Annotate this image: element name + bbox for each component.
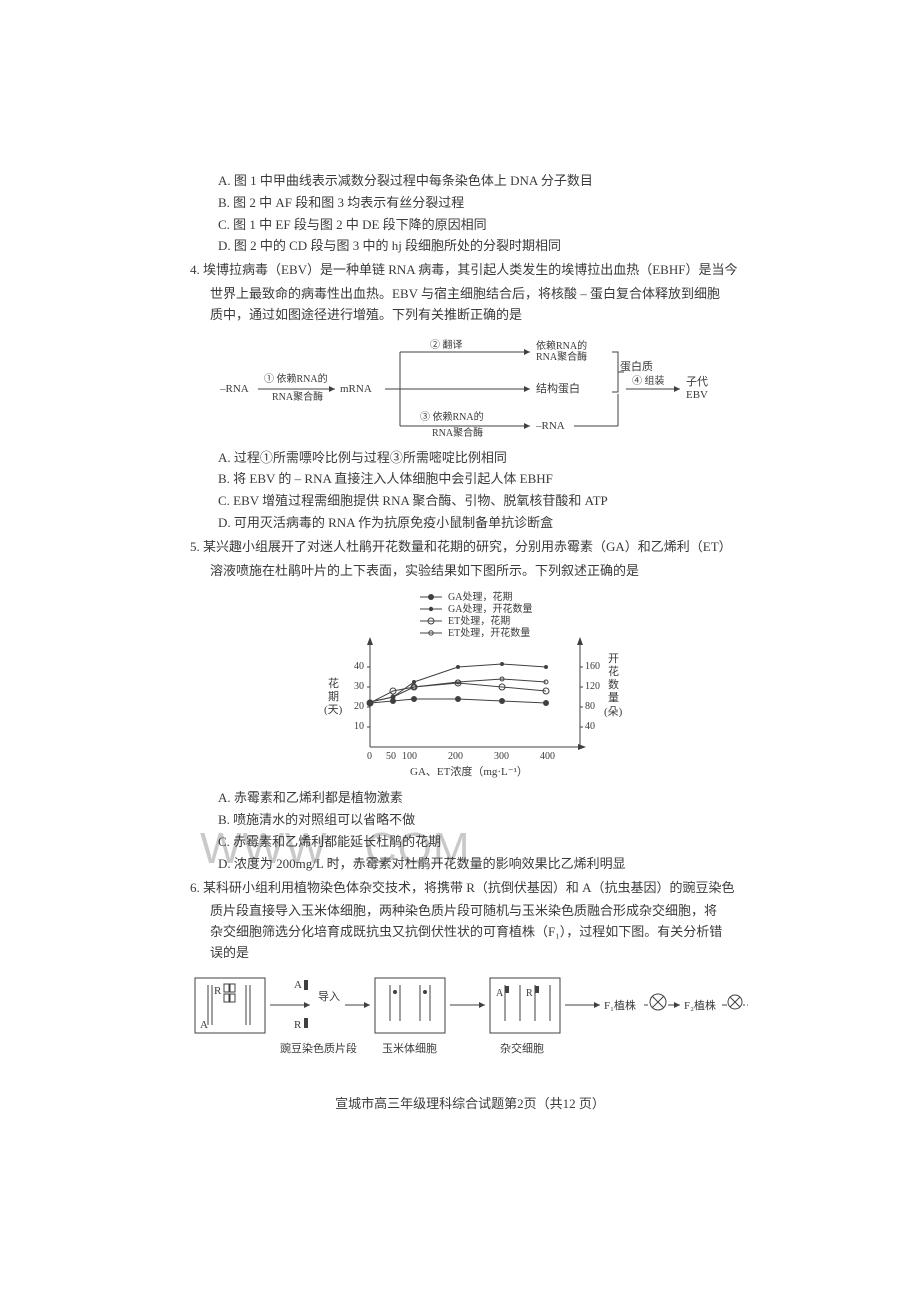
svg-text:③ 依赖RNA的: ③ 依赖RNA的 <box>420 410 484 423</box>
q4-option-d: D. 可用灭活病毒的 RNA 作为抗原免疫小鼠制备单抗诊断盒 <box>218 513 750 534</box>
q5-stem-1: 5. 某兴趣小组展开了对迷人杜鹃开花数量和花期的研究，分别用赤霉素（GA）和乙烯… <box>190 537 750 558</box>
q4-option-c: C. EBV 增殖过程需细胞提供 RNA 聚合酶、引物、脱氧核苷酸和 ATP <box>218 491 750 512</box>
svg-text:40: 40 <box>354 661 364 672</box>
svg-text:120: 120 <box>585 681 600 692</box>
legend-1: GA处理，花期 <box>448 590 512 603</box>
svg-text:开: 开 <box>608 653 619 665</box>
svg-text:0: 0 <box>367 751 372 762</box>
svg-text:40: 40 <box>585 721 595 732</box>
q4-stem-3: 质中，通过如图途径进行增殖。下列有关推断正确的是 <box>210 305 750 326</box>
svg-text:80: 80 <box>585 701 595 712</box>
svg-text:A: A <box>200 1019 208 1031</box>
q3-option-d: D. 图 2 中的 CD 段与图 3 中的 hj 段细胞所处的分裂时期相同 <box>218 236 750 257</box>
q4-node-mrna: mRNA <box>340 383 372 395</box>
svg-text:① 依赖RNA的: ① 依赖RNA的 <box>264 372 328 385</box>
svg-text:花: 花 <box>608 665 619 678</box>
svg-text:400: 400 <box>540 751 555 762</box>
q6-flow-diagram: R A A R 导入 <box>190 970 750 1080</box>
q4-node-negrna2: –RNA <box>535 420 565 432</box>
svg-text:RNA聚合酶: RNA聚合酶 <box>432 426 483 439</box>
svg-text:A: A <box>294 979 302 991</box>
exam-page: WWW. .COM A. 图 1 中甲曲线表示减数分裂过程中每条染色体上 DNA… <box>0 0 920 1302</box>
svg-text:R: R <box>214 985 222 997</box>
legend-4: ET处理，开花数量 <box>448 626 530 639</box>
q6-stem-3: 杂交细胞筛选分化培育成既抗虫又抗倒伏性状的可育植株（F₁），过程如下图。有关分析… <box>210 922 750 943</box>
svg-text:R: R <box>526 988 533 999</box>
svg-text:子代: 子代 <box>686 375 708 388</box>
svg-text:A: A <box>496 988 504 999</box>
q6-stem-1: 6. 某科研小组利用植物染色体杂交技术，将携带 R（抗倒伏基因）和 A（抗虫基因… <box>190 878 750 899</box>
legend-3: ET处理，花期 <box>448 614 510 627</box>
svg-text:R: R <box>294 1019 302 1031</box>
svg-text:花: 花 <box>328 677 339 690</box>
x-axis-label: GA、ET浓度（mg·L⁻¹） <box>410 764 528 778</box>
svg-text:20: 20 <box>354 701 364 712</box>
q4-protein-label: 蛋白质 <box>620 359 653 373</box>
q4-flow-diagram: –RNA ① 依赖RNA的 RNA聚合酶 mRNA ② 翻译 依赖RNA的 RN… <box>220 332 720 442</box>
q6-stem-2: 质片段直接导入玉米体细胞，两种染色质片段可随机与玉米染色质融合形成杂交细胞，将 <box>210 901 750 922</box>
q3-option-a: A. 图 1 中甲曲线表示减数分裂过程中每条染色体上 DNA 分子数目 <box>218 171 750 192</box>
svg-text:F₂植株: F₂植株 <box>684 998 716 1012</box>
q6-hybrid-label: 杂交细胞 <box>500 1041 544 1055</box>
q4-stem-1: 4. 埃博拉病毒（EBV）是一种单链 RNA 病毒，其引起人类发生的埃博拉出血热… <box>190 260 750 281</box>
q4-option-b: B. 将 EBV 的 – RNA 直接注入人体细胞中会引起人体 EBHF <box>218 469 750 490</box>
q6-pea-label: 豌豆染色质片段 <box>280 1041 357 1055</box>
svg-text:200: 200 <box>448 751 463 762</box>
q6-arrow-label: 导入 <box>318 990 340 1003</box>
legend-2: GA处理，开花数量 <box>448 602 532 615</box>
q4-edge-2: ② 翻译 <box>430 339 463 351</box>
q5-option-a: A. 赤霉素和乙烯利都是植物激素 <box>218 788 750 809</box>
svg-text:(天): (天) <box>324 704 343 716</box>
svg-text:依赖RNA的: 依赖RNA的 <box>536 339 587 352</box>
svg-text:数: 数 <box>608 678 619 691</box>
svg-text:量: 量 <box>608 691 619 704</box>
q4-node-struct: 结构蛋白 <box>536 381 580 395</box>
svg-text:期: 期 <box>328 690 339 703</box>
q4-stem-2: 世界上最致命的病毒性出血热。EBV 与宿主细胞结合后，将核酸 – 蛋白复合体释放… <box>210 284 750 305</box>
svg-text:160: 160 <box>585 661 600 672</box>
q3-option-b: B. 图 2 中 AF 段和图 3 均表示有丝分裂过程 <box>218 193 750 214</box>
q5-option-d: D. 浓度为 200mg/L 时，赤霉素对杜鹃开花数量的影响效果比乙烯利明显 <box>218 854 750 875</box>
svg-text:300: 300 <box>494 751 509 762</box>
q5-stem-2: 溶液喷施在杜鹃叶片的上下表面，实验结果如下图所示。下列叙述正确的是 <box>210 561 750 582</box>
q4-edge-4: ④ 组装 <box>632 374 665 387</box>
page-content: A. 图 1 中甲曲线表示减数分裂过程中每条染色体上 DNA 分子数目 B. 图… <box>190 170 750 1115</box>
q3-option-c: C. 图 1 中 EF 段与图 2 中 DE 段下降的原因相同 <box>218 215 750 236</box>
q5-option-c: C. 赤霉素和乙烯利都能延长杜鹃的花期 <box>218 832 750 853</box>
page-footer: 宣城市高三年级理科综合试题第2页（共12 页） <box>190 1094 750 1115</box>
svg-text:RNA聚合酶: RNA聚合酶 <box>272 390 323 403</box>
q6-corn-label: 玉米体细胞 <box>382 1041 437 1055</box>
svg-text:50: 50 <box>386 751 396 762</box>
svg-text:(朵): (朵) <box>604 705 623 718</box>
q6-stem-4: 误的是 <box>210 943 750 964</box>
svg-text:30: 30 <box>354 681 364 692</box>
svg-text:100: 100 <box>402 751 417 762</box>
svg-text:EBV: EBV <box>686 389 708 401</box>
svg-text:F₁植株: F₁植株 <box>604 998 636 1012</box>
q5-line-chart: GA处理，花期 GA处理，开花数量 ET处理，花期 ET处理，开花数量 10 2 <box>310 587 630 782</box>
q5-option-b: B. 喷施清水的对照组可以省略不做 <box>218 810 750 831</box>
svg-text:RNA聚合酶: RNA聚合酶 <box>536 350 587 363</box>
svg-text:10: 10 <box>354 721 364 732</box>
q4-option-a: A. 过程①所需嘌呤比例与过程③所需嘧啶比例相同 <box>218 448 750 469</box>
q4-node-negrna: –RNA <box>220 383 249 395</box>
